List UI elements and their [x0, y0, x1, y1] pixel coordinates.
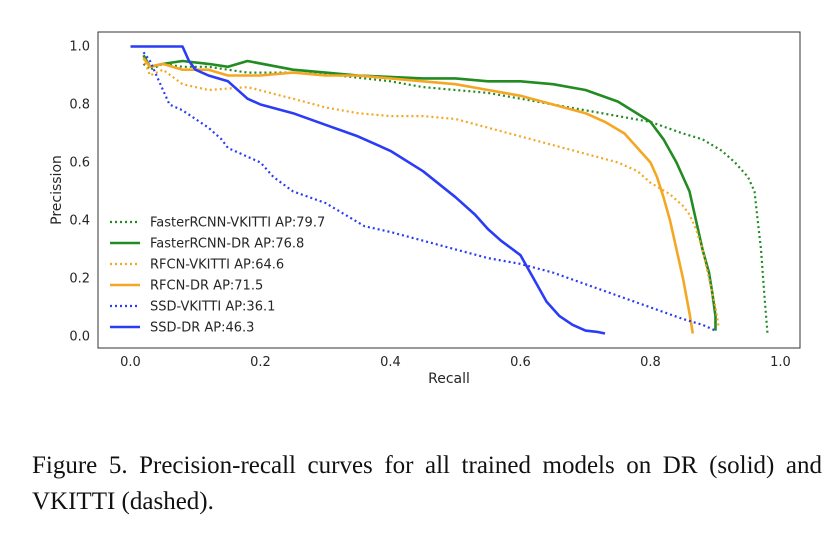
legend: FasterRCNN-VKITTI AP:79.7 FasterRCNN-DR A…	[110, 216, 325, 336]
x-tick-label: 0.8	[640, 355, 661, 370]
legend-label: SSD-VKITTI AP:36.1	[150, 300, 275, 315]
y-axis-label: Precission	[49, 155, 65, 225]
x-axis-label: Recall	[428, 371, 470, 387]
x-tick-label: 0.6	[510, 355, 531, 370]
figure-caption: Figure 5. Precision-recall curves for al…	[32, 452, 822, 515]
y-tick-label: 0.2	[69, 271, 90, 286]
y-tick-label: 1.0	[69, 39, 90, 54]
series-line-5	[130, 45, 606, 335]
y-tick-label: 0.0	[69, 329, 90, 344]
legend-label: SSD-DR AP:46.3	[150, 321, 254, 336]
x-tick-labels: 0.0 0.2 0.4 0.6 0.8 1.0	[120, 355, 791, 370]
series-line-3	[142, 57, 695, 334]
legend-label: RFCN-VKITTI AP:64.6	[150, 258, 284, 273]
x-tick-label: 0.2	[250, 355, 271, 370]
y-tick-label: 0.6	[69, 155, 90, 170]
x-tick-label: 1.0	[770, 355, 791, 370]
legend-label: FasterRCNN-DR AP:76.8	[150, 237, 304, 252]
y-tick-label: 0.8	[69, 97, 90, 112]
figure: 0.0 0.2 0.4 0.6 0.8 1.0 0.0 0.2 0.4 0.6 0.8 1.0 Re…	[49, 31, 801, 387]
x-tick-label: 0.0	[120, 355, 141, 370]
series-layer	[130, 45, 769, 335]
y-tick-label: 0.4	[69, 213, 90, 228]
y-tick-labels: 0.0 0.2 0.4 0.6 0.8 1.0	[69, 39, 90, 344]
legend-label: RFCN-DR AP:71.5	[150, 279, 263, 294]
series-line-4	[142, 51, 716, 332]
series-line-2	[142, 57, 720, 328]
legend-label: FasterRCNN-VKITTI AP:79.7	[150, 216, 325, 231]
x-tick-label: 0.4	[380, 355, 401, 370]
precision-recall-chart: 0.0 0.2 0.4 0.6 0.8 1.0 0.0 0.2 0.4 0.6 0.8 1.0 Re…	[49, 31, 801, 387]
series-line-1	[142, 54, 717, 331]
